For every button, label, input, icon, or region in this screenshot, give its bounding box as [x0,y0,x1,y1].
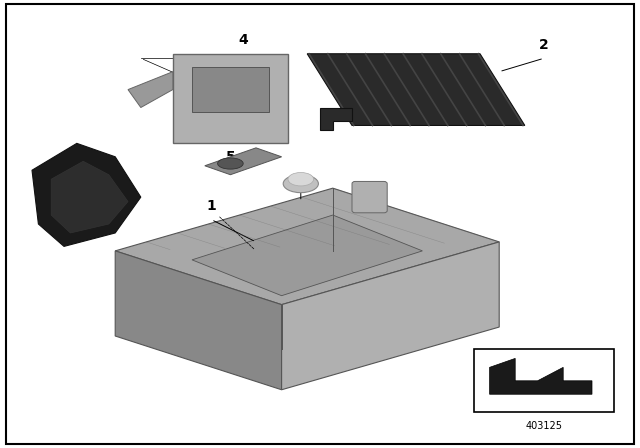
Polygon shape [115,188,499,305]
Ellipse shape [218,158,243,169]
Text: 4: 4 [238,33,248,47]
Polygon shape [51,161,128,233]
Polygon shape [192,215,422,296]
FancyBboxPatch shape [352,181,387,213]
Polygon shape [490,358,592,394]
Text: 1: 1 [206,199,216,213]
Polygon shape [173,54,288,143]
Polygon shape [115,251,282,390]
Polygon shape [320,108,352,130]
Text: 6: 6 [296,181,306,195]
Text: 7: 7 [372,181,383,195]
Polygon shape [192,67,269,112]
Text: 403125: 403125 [525,421,563,431]
Polygon shape [282,242,499,390]
Ellipse shape [283,175,319,193]
Polygon shape [32,143,141,246]
Polygon shape [307,54,525,125]
Text: 5: 5 [225,150,236,164]
Polygon shape [128,72,173,108]
Bar [474,349,614,412]
Text: 2: 2 [539,38,549,52]
Text: 3: 3 [59,199,69,213]
Polygon shape [205,148,282,175]
Ellipse shape [288,172,314,186]
